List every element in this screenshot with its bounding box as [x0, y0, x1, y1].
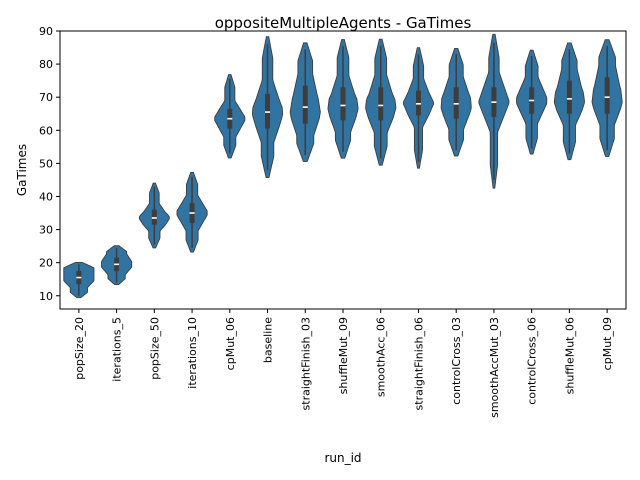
- y-tick-label: 30: [39, 224, 53, 237]
- x-tick-label: controlCross_03: [450, 317, 463, 405]
- y-tick-label: 90: [39, 25, 53, 38]
- x-tick-label: controlCross_06: [526, 317, 539, 405]
- x-tick-label: popSize_50: [148, 317, 161, 380]
- x-tick-label: straightFinish_06: [412, 317, 425, 410]
- x-tick-label: iterations_5: [111, 317, 124, 382]
- y-tick-label: 40: [39, 190, 53, 203]
- x-tick-label: popSize_20: [73, 317, 86, 380]
- y-tick-label: 10: [39, 290, 53, 303]
- y-tick-label: 50: [39, 157, 53, 170]
- y-tick-label: 80: [39, 58, 53, 71]
- chart-title: oppositeMultipleAgents - GaTimes: [215, 14, 472, 32]
- y-tick-label: 20: [39, 257, 53, 270]
- x-axis-label: run_id: [324, 451, 361, 465]
- x-tick-label: cpMut_09: [601, 317, 614, 370]
- x-tick-label: smoothAcc_06: [375, 317, 388, 397]
- x-tick-label: cpMut_06: [224, 317, 237, 370]
- x-tick-label: shuffleMut_06: [563, 317, 576, 394]
- x-tick-label: smoothAccMut_03: [488, 317, 501, 418]
- x-tick-label: baseline: [262, 317, 275, 363]
- x-tick-label: iterations_10: [186, 317, 199, 389]
- y-axis-label: GaTimes: [15, 144, 29, 196]
- x-tick-label: shuffleMut_09: [337, 317, 350, 394]
- plot-area: [63, 33, 623, 299]
- y-tick-label: 60: [39, 124, 53, 137]
- x-tick-label: straightFinish_03: [299, 317, 312, 410]
- y-tick-label: 70: [39, 91, 53, 104]
